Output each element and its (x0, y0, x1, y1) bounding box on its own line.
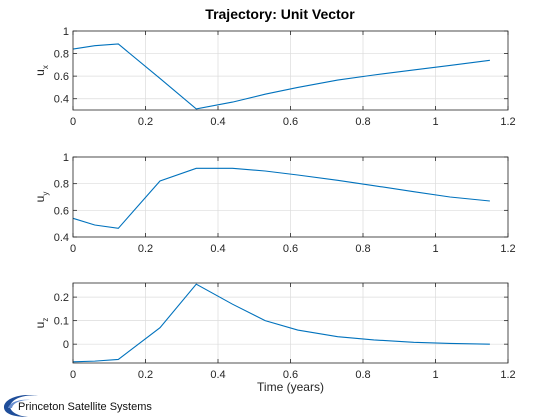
y-axis-label: uz (33, 318, 50, 329)
y-tick-label: 1 (63, 152, 69, 164)
x-tick-label: 0.4 (210, 369, 225, 381)
x-tick-label: 0.6 (283, 243, 298, 255)
y-tick-label: 0.8 (54, 49, 69, 61)
y-tick-label: 0.4 (54, 94, 69, 106)
y-tick-label: 0 (63, 339, 69, 351)
subplot-2: 0 0.2 0.4 0.6 0.8 1 1.2 0.4 0.6 0.8 1 uy (33, 152, 516, 255)
y-axis-label-main: u (33, 196, 47, 203)
x-tick-label: 0.6 (283, 369, 298, 381)
x-tick-label: 0 (70, 369, 76, 381)
x-tick-label: 0.8 (355, 369, 370, 381)
x-tick-label: 0 (70, 243, 76, 255)
x-tick-label: 0 (70, 116, 76, 128)
y-tick-label: 0.6 (54, 71, 69, 83)
psslogo-swoosh (3, 395, 38, 417)
y-tick-label: 0.2 (54, 292, 69, 304)
y-axis-label-sub: x (41, 65, 50, 69)
x-tick-label: 1.2 (500, 369, 515, 381)
x-tick-label: 0.6 (283, 116, 298, 128)
series-line-y (72, 167, 490, 229)
y-axis-label-sub: y (41, 192, 50, 196)
x-tick-label: 0.2 (138, 116, 153, 128)
x-tick-label: 0.4 (210, 116, 225, 128)
x-tick-label: 1.2 (500, 243, 515, 255)
y-axis-label: uy (33, 192, 50, 203)
y-tick-label: 0.1 (54, 316, 69, 328)
x-tick-label: 0.2 (138, 369, 153, 381)
x-tick-label: 1 (432, 243, 438, 255)
series-line-z (72, 283, 490, 363)
y-tick-label: 0.8 (54, 179, 69, 191)
subplot-3: 0 0.2 0.4 0.6 0.8 1 1.2 0 0.1 0.2 uz Time (years) (33, 282, 516, 394)
series-line-x (72, 43, 490, 110)
y-tick-label: 0.6 (54, 205, 69, 217)
figure-title: Trajectory: Unit Vector (205, 6, 355, 22)
x-tick-label: 0.2 (138, 243, 153, 255)
logo-swoosh-accent-icon (8, 399, 30, 408)
x-tick-label: 1 (432, 369, 438, 381)
y-tick-label: 1 (63, 26, 69, 38)
x-tick-label: 1 (432, 116, 438, 128)
y-axis-label: ux (33, 65, 50, 76)
x-tick-label: 1.2 (500, 116, 515, 128)
x-tick-label: 0.8 (355, 243, 370, 255)
y-tick-label: 0.4 (54, 232, 69, 244)
subplot-1: 0 0.2 0.4 0.6 0.8 1 1.2 0.4 0.6 0.8 1 ux (33, 26, 516, 128)
x-tick-label: 0.8 (355, 116, 370, 128)
logo-text: Princeton Satellite Systems (18, 401, 152, 413)
logo-swoosh-icon (3, 395, 38, 417)
x-tick-label: 0.4 (210, 243, 225, 255)
y-axis-label-main: u (33, 69, 47, 76)
y-axis-label-sub: z (41, 318, 50, 322)
x-axis-label: Time (years) (257, 380, 324, 394)
y-axis-label-main: u (33, 322, 47, 329)
